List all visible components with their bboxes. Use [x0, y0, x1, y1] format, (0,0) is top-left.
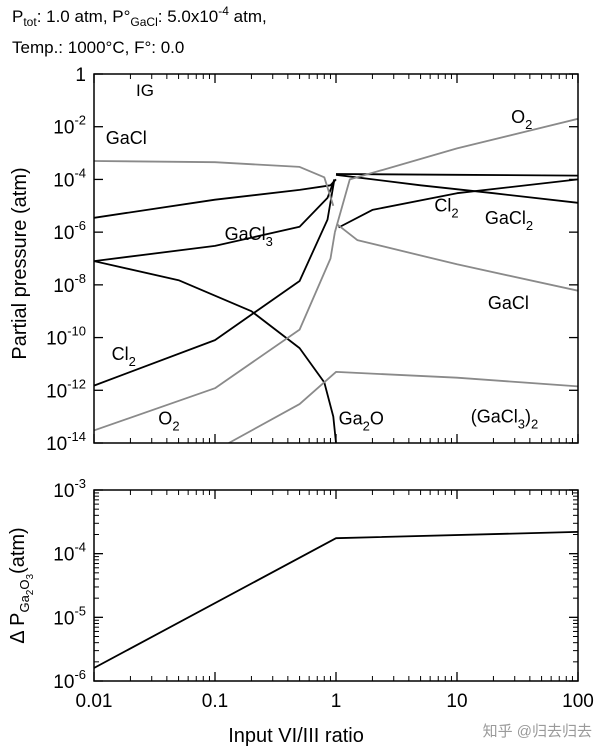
bottom-series-layer	[94, 531, 578, 669]
top-y-tick-label: 10-12	[46, 376, 86, 402]
label-gacl3: GaCl3	[225, 224, 273, 249]
header-pgacl-exp: -4	[218, 4, 229, 18]
bottom-x-tick-label: 0.01	[76, 691, 113, 712]
series-gacl3	[94, 178, 337, 219]
series-gacl_right	[336, 223, 578, 292]
header-pgacl-unit: atm,	[229, 7, 267, 26]
header-pgacl-sub: GaCl	[130, 15, 157, 29]
header-ptot-label: P	[12, 7, 23, 26]
series-o2_right	[334, 117, 578, 233]
ylabel-sub-3: 3	[25, 574, 36, 580]
top-y-tick-label: 10-8	[53, 271, 86, 297]
series-ga2o	[94, 260, 337, 443]
label-o2-right: O2	[511, 107, 532, 132]
header-pgacl-value: : 5.0x10	[158, 7, 219, 26]
bottom-y-tick-label: 10-4	[53, 540, 86, 566]
series-gacl2_left	[94, 179, 336, 262]
label-gacl3-2: (GaCl3)2	[471, 406, 538, 431]
series-gacl_left	[94, 160, 335, 207]
label-ga2o: Ga2O	[339, 409, 384, 434]
bottom-plot-frame	[93, 489, 579, 682]
top-y-tick-label: 10-14	[46, 429, 86, 455]
watermark: 知乎 @归去归去	[483, 723, 592, 740]
ylabel-sub-ga: Ga	[17, 594, 32, 612]
series-cl2_right	[338, 178, 578, 229]
header-line1: Ptot: 1.0 atm, P°GaCl: 5.0x10-4 atm,	[12, 4, 267, 29]
bottom-ticks-layer: 0.01 0.1 1 10 100 10-3 10-4 10-5 10-6	[53, 476, 594, 712]
ylabel-suffix: (atm)	[7, 527, 29, 574]
top-y-axis-label: Partial pressure (atm)	[9, 167, 31, 359]
ylabel-sub-2: 2	[25, 589, 36, 595]
header-pgacl-label: P°	[112, 7, 130, 26]
label-gacl-right: GaCl	[488, 293, 529, 313]
top-labels-layer: GaCl GaCl3 Cl2 O2 Ga2O O2 Cl2 GaCl2 GaCl (GaCl3)2	[106, 107, 539, 434]
series-o2_left	[94, 231, 336, 432]
header-line2: Temp.: 1000°C, F°: 0.0	[12, 38, 184, 57]
header-ptot-sub: tot	[23, 15, 37, 29]
panel-label: IG	[136, 81, 154, 100]
bottom-y-tick-label: 10-5	[53, 603, 86, 629]
bottom-y-tick-label: 10-6	[53, 667, 86, 693]
series-gacl3_2	[228, 370, 578, 443]
top-plot-frame	[93, 73, 579, 444]
bottom-x-tick-label: 10	[446, 691, 467, 712]
top-y-tick-label: 1	[75, 65, 86, 86]
series-top_right	[335, 173, 578, 177]
label-gacl-left: GaCl	[106, 128, 147, 148]
bottom-panel: 0.01 0.1 1 10 100 10-3 10-4 10-5 10-6 Δ PGa2O3(a…	[7, 476, 594, 747]
bottom-x-tick-label: 100	[562, 691, 594, 712]
x-axis-label: Input VI/III ratio	[228, 725, 364, 747]
series-cl2_left	[94, 179, 336, 387]
label-o2-left: O2	[158, 409, 179, 434]
bottom-y-tick-label: 10-3	[53, 476, 86, 502]
ylabel-sub-o: O	[17, 580, 32, 590]
top-y-tick-label: 10-6	[53, 218, 86, 244]
series-delta_p_ga2o3	[94, 531, 578, 669]
top-y-tick-label: 10-10	[46, 324, 86, 350]
bottom-x-tick-label: 0.1	[202, 691, 228, 712]
top-series-layer	[94, 117, 578, 443]
top-y-tick-label: 10-2	[53, 113, 86, 139]
header-ptot-value: : 1.0 atm,	[37, 7, 113, 26]
ylabel-prefix: Δ P	[7, 613, 29, 644]
series-gacl2_right	[335, 173, 578, 204]
top-ticks-layer: 1 10-2 10-4 10-6 10-8 10-10 10-12 10-14	[46, 65, 579, 455]
top-y-tick-label: 10-4	[53, 165, 86, 191]
label-cl2-right: Cl2	[434, 196, 458, 221]
label-gacl2: GaCl2	[485, 208, 533, 233]
bottom-y-axis-label: Δ PGa2O3(atm)	[7, 527, 36, 643]
top-panel: GaCl GaCl3 Cl2 O2 Ga2O O2 Cl2 GaCl2 GaCl (GaCl3)2…	[9, 65, 579, 455]
bottom-x-tick-label: 1	[331, 691, 342, 712]
label-cl2-left: Cl2	[112, 344, 136, 369]
